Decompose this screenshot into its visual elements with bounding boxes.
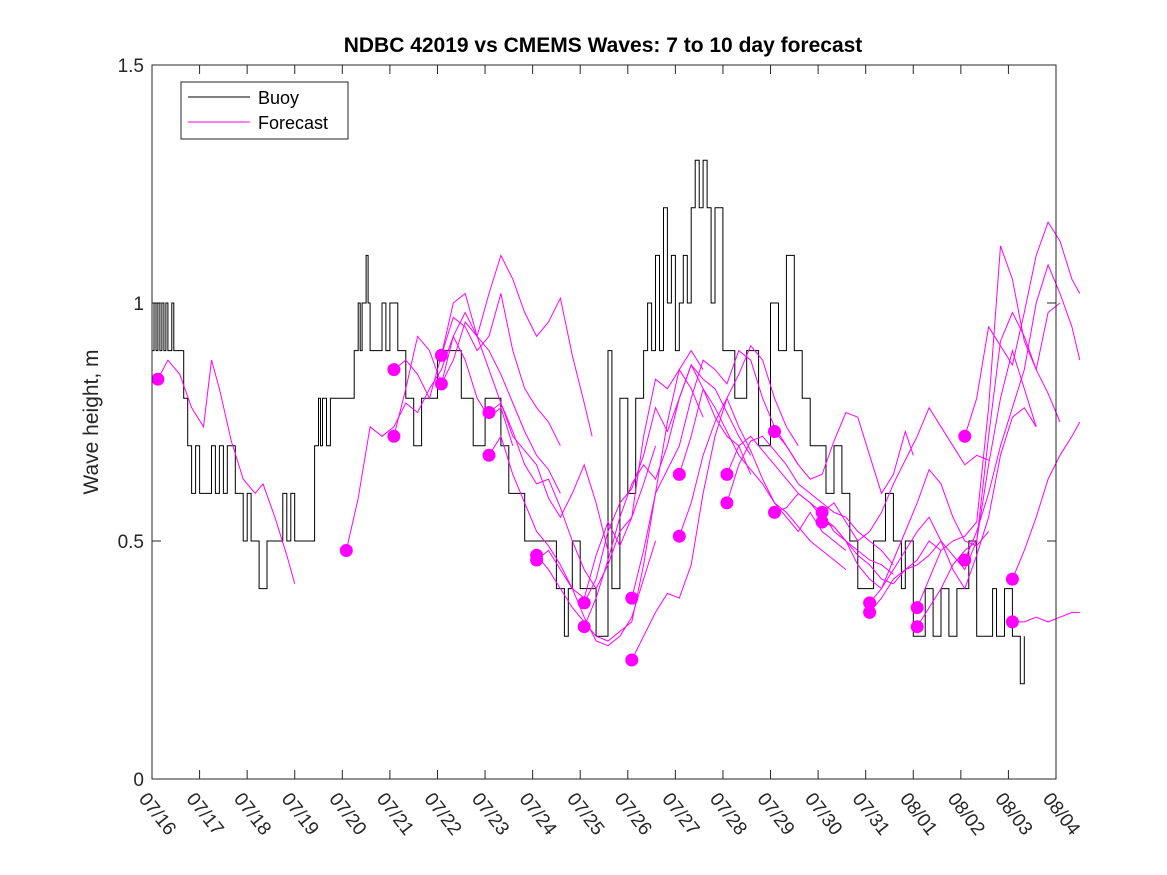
forecast-start-marker xyxy=(863,605,877,619)
forecast-line xyxy=(440,311,609,551)
forecast-line xyxy=(774,411,914,495)
y-tick-label: 0 xyxy=(133,770,144,791)
forecast-start-marker xyxy=(720,496,734,510)
forecast-line xyxy=(440,254,593,437)
forecast-start-marker xyxy=(1005,615,1019,629)
legend-forecast-label: Forecast xyxy=(258,113,328,133)
forecast-start-marker xyxy=(863,596,877,610)
forecast-line xyxy=(869,348,1037,613)
forecast-line xyxy=(583,363,752,604)
y-tick-label: 1.5 xyxy=(118,56,144,77)
forecast-line xyxy=(1011,421,1081,580)
forecast-line xyxy=(726,435,894,566)
forecast-start-marker xyxy=(434,348,448,362)
forecast-start-marker xyxy=(720,467,734,481)
forecast-start-marker xyxy=(625,653,639,667)
forecast-line xyxy=(157,359,296,584)
forecast-line xyxy=(821,468,989,590)
forecast-start-marker xyxy=(530,553,544,567)
forecast-line xyxy=(916,311,1061,627)
forecast-line xyxy=(583,363,752,627)
forecast-start-marker xyxy=(482,406,496,419)
forecast-line xyxy=(631,349,799,599)
forecast-start-marker xyxy=(387,363,401,377)
forecast-start-marker xyxy=(577,596,591,610)
tick-marks xyxy=(151,64,1057,780)
forecast-start-marker xyxy=(672,467,686,481)
buoy-line xyxy=(152,159,1025,685)
forecast-start-marker xyxy=(482,448,496,462)
y-tick-labels: 0 0.5 1 1.5 xyxy=(118,56,144,791)
forecast-line xyxy=(774,492,942,585)
forecast-start-marker xyxy=(958,553,972,567)
plot-frame xyxy=(151,64,1057,780)
forecast-line xyxy=(536,368,704,599)
forecast-line xyxy=(964,263,1081,561)
chart-title: NDBC 42019 vs CMEMS Waves: 7 to 10 day f… xyxy=(344,34,863,57)
forecast-markers xyxy=(151,348,1019,667)
forecast-start-marker xyxy=(625,591,639,605)
forecast-line xyxy=(631,344,799,661)
forecast-line xyxy=(1012,611,1080,623)
forecast-line xyxy=(964,220,1081,437)
forecast-line xyxy=(536,349,704,642)
forecast-line xyxy=(869,406,1037,604)
forecast-start-marker xyxy=(910,620,924,634)
forecast-start-marker xyxy=(387,429,401,443)
forecast-start-marker xyxy=(958,429,972,443)
plot-area xyxy=(152,65,1056,779)
forecast-start-marker xyxy=(434,377,448,391)
forecast-start-marker xyxy=(815,505,829,519)
y-tick-label: 0.5 xyxy=(118,532,144,553)
y-tick-label: 1 xyxy=(133,294,144,315)
forecast-line xyxy=(488,402,656,590)
forecast-start-marker xyxy=(768,425,781,438)
forecast-line xyxy=(678,396,847,570)
forecast-start-marker xyxy=(672,529,686,543)
forecast-line xyxy=(393,293,561,447)
forecast-series xyxy=(157,220,1081,661)
legend-box xyxy=(180,81,349,140)
forecast-start-marker xyxy=(339,544,353,557)
forecast-start-marker xyxy=(910,601,924,615)
legend: Buoy Forecast xyxy=(180,81,349,140)
forecast-start-marker xyxy=(577,620,591,634)
legend-buoy-label: Buoy xyxy=(258,88,299,108)
buoy-series xyxy=(152,159,1025,685)
forecast-start-marker xyxy=(815,515,829,529)
forecast-start-marker xyxy=(768,505,781,519)
forecast-line xyxy=(821,406,989,542)
plot-series xyxy=(151,159,1081,685)
forecast-start-marker xyxy=(151,372,165,386)
forecast-start-marker xyxy=(1005,572,1019,586)
y-axis-label: Wave height, m xyxy=(80,349,103,494)
